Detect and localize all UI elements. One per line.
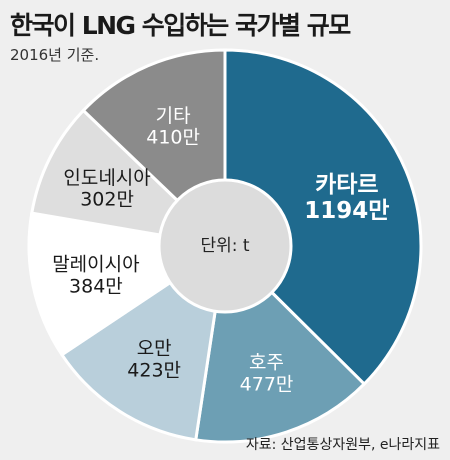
center-hole	[157, 178, 293, 314]
chart-subtitle: 2016년 기준.	[10, 46, 100, 64]
slice-value-2: 423만	[127, 359, 181, 381]
chart-title: 한국이 LNG 수입하는 국가별 규모	[10, 11, 351, 40]
slice-label-4: 인도네시아	[63, 167, 150, 189]
slice-label-0: 카타르	[315, 172, 378, 198]
pie-slice-0	[223, 48, 423, 387]
source-note: 자료: 산업통상자원부, e나라지표	[245, 437, 440, 453]
slice-value-0: 1194만	[304, 198, 389, 224]
slice-value-5: 410만	[146, 127, 200, 149]
slice-value-4: 302만	[80, 189, 134, 211]
slice-label-5: 기타	[156, 105, 191, 127]
center-unit-label: 단위: t	[200, 236, 249, 256]
slice-value-1: 477만	[240, 373, 294, 395]
slice-label-2: 오만	[137, 338, 172, 360]
slice-value-3: 384만	[69, 275, 123, 297]
slice-label-1: 호주	[249, 351, 284, 373]
slice-label-3: 말레이시아	[52, 254, 139, 276]
